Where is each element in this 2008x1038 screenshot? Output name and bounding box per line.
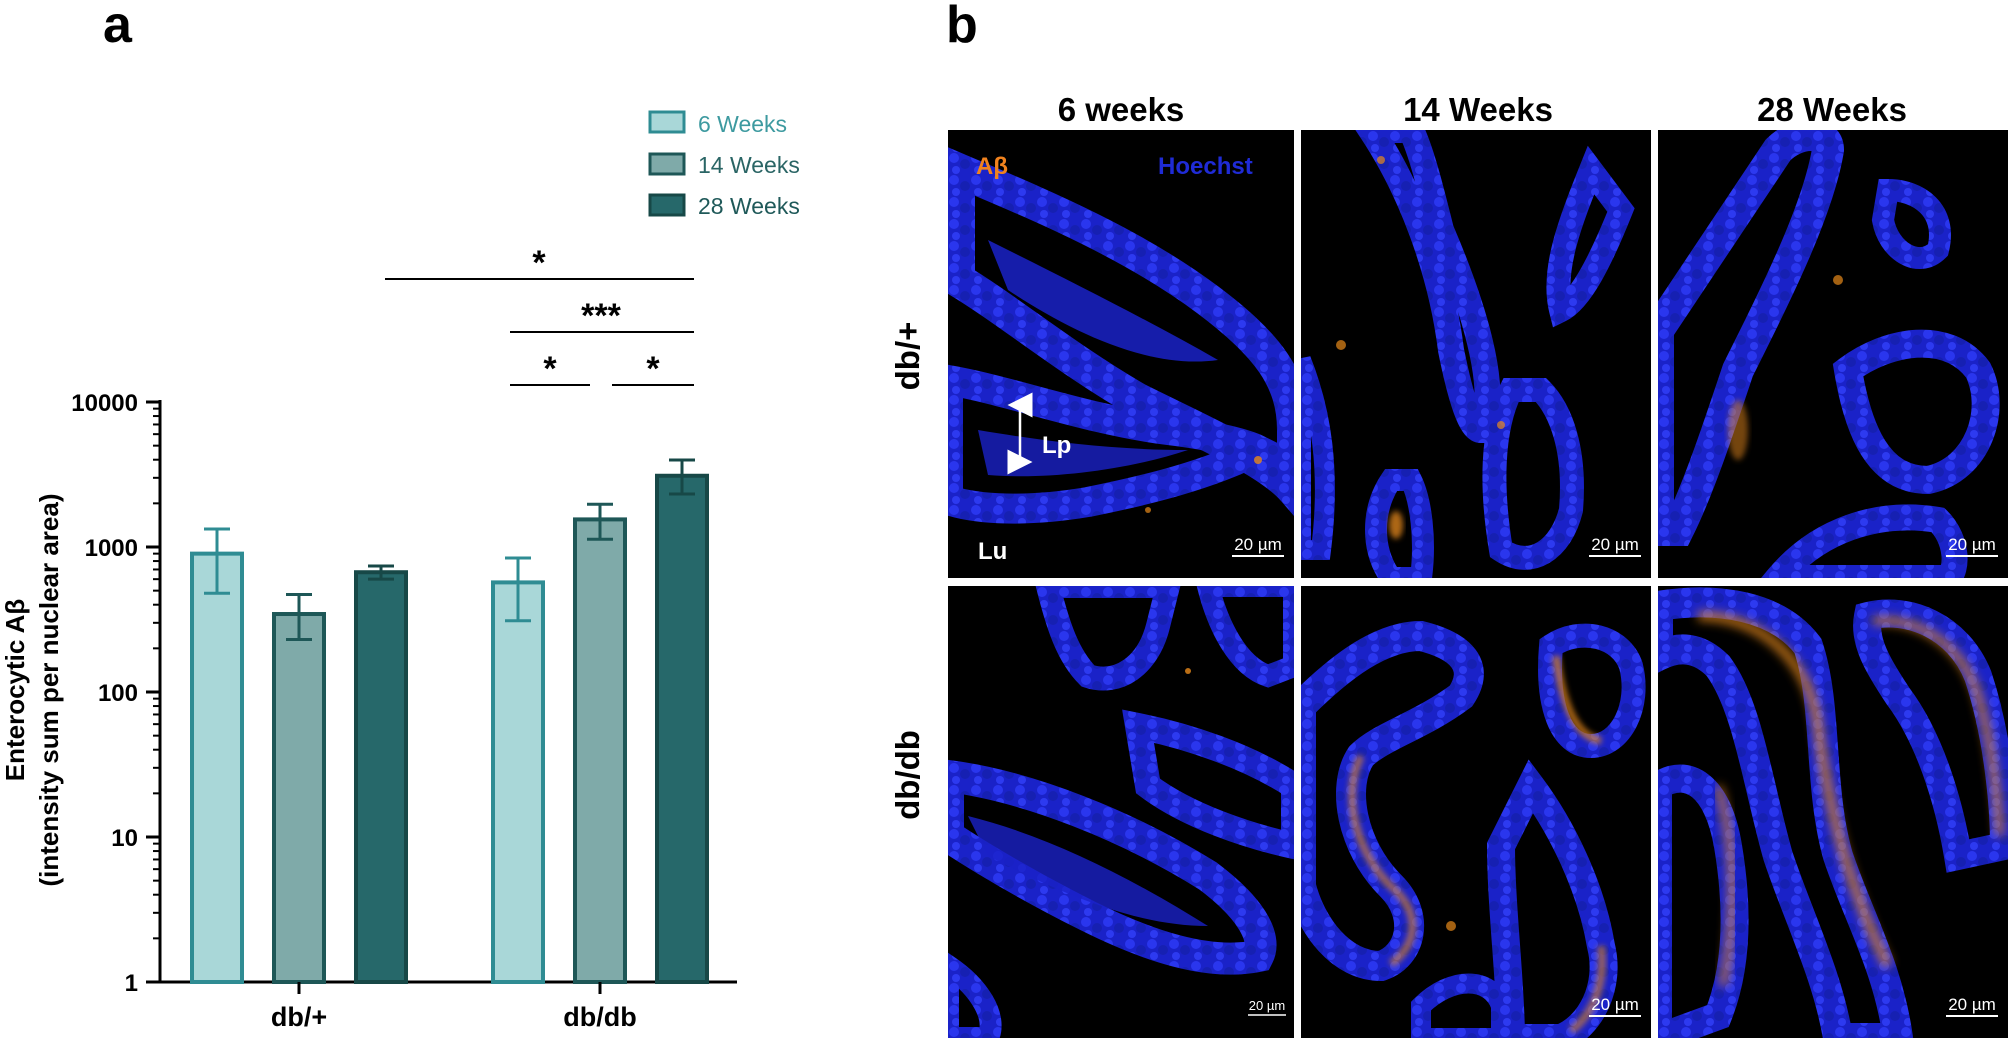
x-category-label: db/+ (271, 1002, 327, 1032)
panel-a-letter: a (103, 0, 133, 54)
column-header-14-weeks: 14 Weeks (1403, 91, 1553, 128)
y-axis-title: Enterocytic Aβ (intensity sum per nuclea… (0, 493, 64, 886)
micrograph-dbplus-28w: 20 µm (1658, 130, 2008, 578)
bars (190, 458, 709, 985)
bar (491, 580, 545, 984)
scale-bar-label: 20 µm (1234, 535, 1282, 554)
column-header-6-weeks: 6 weeks (1058, 91, 1185, 128)
y-tick-label: 1 (125, 970, 138, 997)
scale-bar-label: 20 µm (1948, 995, 1996, 1014)
channel-label-hoechst: Hoechst (1158, 153, 1253, 180)
sig-label-2: *** (581, 297, 621, 335)
row-header-db-plus: db/+ (889, 322, 926, 391)
bar (655, 473, 709, 984)
y-tick-label: 1000 (85, 535, 138, 562)
legend-swatch-6-weeks (648, 110, 686, 134)
channel-label-abeta: Aβ (976, 153, 1008, 180)
y-axis-title-line1: Enterocytic Aβ (0, 599, 30, 782)
y-tick-label: 10 (111, 825, 138, 852)
legend-swatch-14-weeks (648, 152, 686, 176)
scale-bar-label: 20 µm (1249, 998, 1285, 1013)
panel-b-letter: b (946, 0, 978, 54)
y-tick-label: 100 (98, 680, 138, 707)
scale-bar-label: 20 µm (1948, 535, 1996, 554)
legend: 6 Weeks 14 Weeks 28 Weeks (648, 110, 800, 219)
scale-bar-label: 20 µm (1591, 995, 1639, 1014)
legend-label-14-weeks: 14 Weeks (698, 152, 800, 178)
bar (354, 570, 408, 985)
y-ticks: 1 10 100 1000 10000 (71, 390, 160, 997)
sig-label-4: * (646, 350, 660, 388)
bar (272, 612, 326, 984)
y-axis-title-line2: (intensity sum per nuclear area) (34, 493, 64, 886)
micrograph-grid: Aβ Hoechst Lp Lu 20 µm 20 µm (948, 130, 2008, 1038)
micrograph-dbdb-28w: 20 µm (1658, 586, 2008, 1038)
significance-brackets: * *** * * (385, 244, 694, 388)
annotation-lu: Lu (978, 538, 1007, 565)
bar (190, 551, 244, 984)
sig-label-3: * (543, 350, 557, 388)
scale-bar-label: 20 µm (1591, 535, 1639, 554)
annotation-lp: Lp (1042, 432, 1071, 459)
micrograph-dbplus-14w: 20 µm (1301, 130, 1651, 578)
tile-gutter-h (948, 578, 2008, 586)
micrograph-dbdb-6w: 20 µm (948, 586, 1294, 1038)
y-tick-label: 10000 (71, 390, 138, 417)
legend-label-28-weeks: 28 Weeks (698, 193, 800, 219)
x-category-labels: db/+ db/db (271, 982, 637, 1032)
micrograph-dbdb-14w: 20 µm (1301, 586, 1651, 1038)
row-header-db-db: db/db (889, 730, 926, 820)
sig-label-1: * (532, 244, 546, 282)
legend-label-6-weeks: 6 Weeks (698, 111, 787, 137)
micrograph-dbplus-6w: Aβ Hoechst Lp Lu 20 µm (948, 130, 1294, 578)
x-category-label: db/db (563, 1002, 636, 1032)
bar (573, 517, 627, 984)
legend-swatch-28-weeks (648, 193, 686, 217)
column-header-28-weeks: 28 Weeks (1757, 91, 1907, 128)
